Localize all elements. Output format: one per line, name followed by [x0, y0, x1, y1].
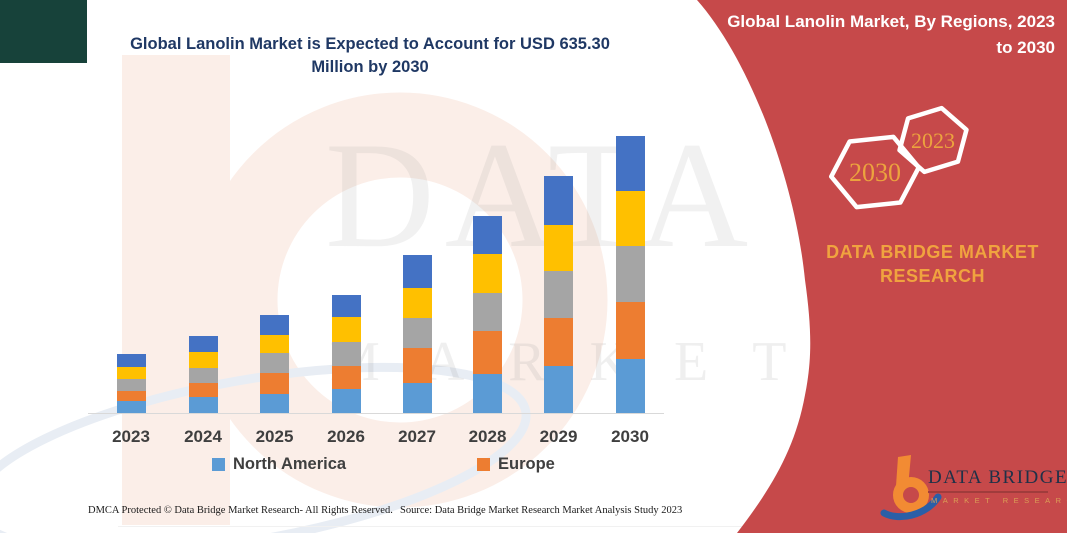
bar-segment	[615, 359, 645, 413]
watermark-swoosh	[0, 362, 531, 533]
legend: North America Europe	[88, 455, 664, 479]
bar-segment	[260, 315, 289, 335]
x-axis-label: 2028	[468, 427, 507, 446]
bar-segment	[188, 396, 218, 413]
bar-segment	[260, 334, 289, 354]
hexagon-2023-label: 2023	[911, 128, 955, 153]
hexagon-2023: 2023	[897, 105, 969, 175]
bar-segment	[544, 366, 573, 413]
bar-segment	[402, 382, 432, 413]
bar-2027	[402, 254, 432, 413]
bar-segment	[188, 368, 218, 383]
footer-source: Source: Data Bridge Market Research Mark…	[400, 505, 683, 516]
x-axis-label: 2030	[611, 427, 649, 446]
bar-2024	[188, 335, 218, 413]
bar-segment	[116, 353, 146, 367]
chart-title-line1: Global Lanolin Market is Expected to Acc…	[130, 35, 610, 53]
bar-chart-plot	[88, 120, 664, 414]
hexagon-badges: 2030 2023	[828, 105, 969, 210]
bar-segment	[260, 353, 289, 374]
bar-segment	[615, 136, 645, 192]
bar-2025	[260, 315, 289, 413]
bar-segment	[544, 224, 573, 272]
x-axis-label: 2029	[539, 427, 578, 446]
banner-title-line1: Global Lanolin Market, By Regions, 2023	[727, 12, 1055, 31]
dbmr-logo-rule	[928, 491, 1048, 493]
banner-brand-text: DATA BRIDGE MARKET RESEARCH	[805, 240, 1060, 288]
bar-segment	[473, 330, 502, 374]
x-axis-label: 2023	[112, 427, 150, 446]
banner-brand-line2: RESEARCH	[879, 266, 985, 286]
banner-title: Global Lanolin Market, By Regions, 2023 …	[715, 9, 1055, 61]
bar-segment	[402, 318, 432, 349]
bar-segment	[260, 393, 289, 413]
bar-segment	[615, 191, 645, 247]
bar-2023	[116, 353, 146, 413]
bar-segment	[116, 390, 146, 402]
legend-label: Europe	[498, 455, 555, 473]
banner-title-line2: to 2030	[996, 38, 1055, 57]
dbmr-logo-name: DATA BRIDGE	[928, 467, 1067, 488]
bar-segment	[473, 373, 502, 413]
legend-item-north-america: North America	[212, 455, 346, 474]
x-axis-label: 2026	[327, 427, 365, 446]
bottom-hairline	[118, 526, 1067, 527]
x-axis-label: 2024	[184, 427, 222, 446]
bar-segment	[188, 382, 218, 397]
bar-segment	[473, 215, 502, 255]
legend-label: North America	[233, 455, 347, 473]
logo-b-bowl	[893, 477, 929, 513]
bar-segment	[615, 246, 645, 302]
bar-2030	[615, 136, 645, 413]
hexagon-2030: 2030	[828, 134, 922, 210]
bar-segment	[331, 365, 361, 390]
bar-segment	[473, 254, 502, 294]
bar-segment	[188, 335, 218, 353]
bar-segment	[116, 379, 146, 391]
bar-segment	[402, 254, 432, 288]
hexagon-2030-label: 2030	[849, 158, 901, 187]
chart-title-line2: Million by 2030	[311, 58, 429, 76]
x-axis-line	[88, 413, 664, 414]
bar-2028	[473, 215, 502, 413]
corner-accent-block	[0, 0, 87, 63]
bar-segment	[544, 271, 573, 319]
dbmr-logo-icon	[880, 455, 942, 521]
bar-segment	[331, 341, 361, 366]
bar-segment	[544, 318, 573, 367]
bar-segment	[116, 401, 146, 413]
x-axis-labels: 2023 2024 2025 2026 2027 2028 2029 2030	[88, 427, 664, 451]
dbmr-logo-subtitle: MARKET RESEARCH	[931, 496, 1067, 505]
bar-segment	[331, 317, 361, 342]
legend-swatch	[477, 458, 490, 471]
bar-segment	[116, 366, 146, 380]
x-axis-label: 2027	[398, 427, 436, 446]
bar-segment	[615, 301, 645, 359]
bar-segment	[402, 287, 432, 319]
banner-brand-line1: DATA BRIDGE MARKET	[826, 242, 1039, 262]
bar-segment	[473, 293, 502, 331]
bar-segment	[544, 175, 573, 225]
legend-item-europe: Europe	[477, 455, 555, 474]
bar-segment	[188, 352, 218, 369]
chart-title: Global Lanolin Market is Expected to Acc…	[90, 33, 650, 79]
bar-segment	[331, 294, 361, 318]
bar-segment	[331, 389, 361, 413]
bar-segment	[402, 348, 432, 383]
footer-copyright: DMCA Protected © Data Bridge Market Rese…	[88, 505, 393, 516]
bar-2029	[544, 175, 573, 413]
logo-swoosh	[880, 493, 942, 521]
legend-swatch	[212, 458, 225, 471]
x-axis-label: 2025	[255, 427, 294, 446]
bar-segment	[260, 373, 289, 394]
bar-2026	[331, 294, 361, 413]
